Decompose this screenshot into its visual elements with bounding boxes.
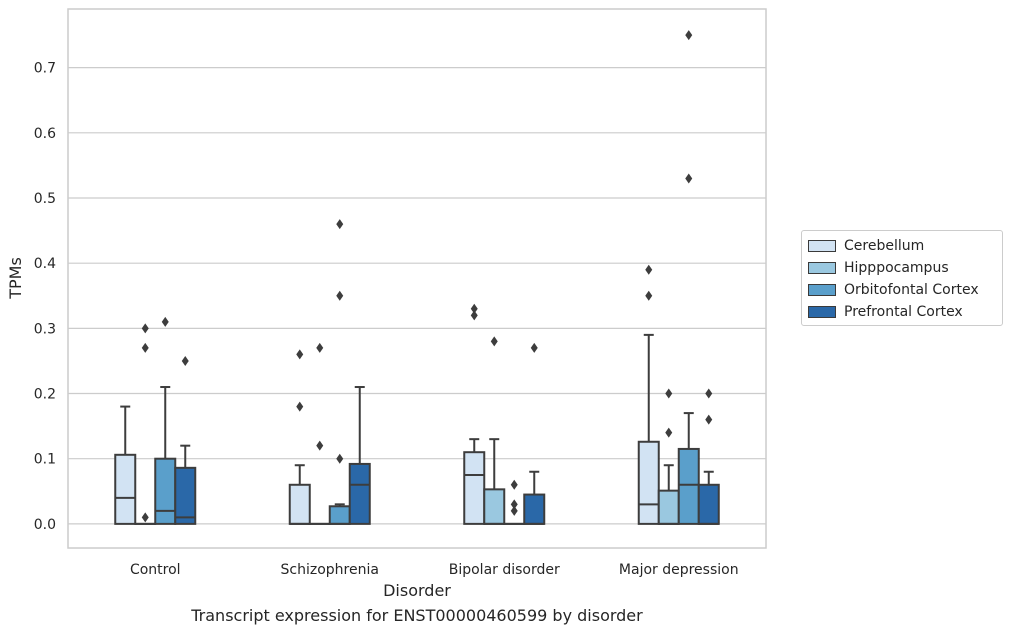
- outlier-point: [141, 342, 149, 353]
- outlier-point: [316, 342, 324, 353]
- box-cerebellum: [288, 349, 311, 525]
- legend-swatch-hippocampus: [808, 262, 836, 274]
- box-iqr: [288, 483, 311, 525]
- outlier-point: [510, 505, 518, 516]
- box-prefrontal-cortex: [348, 386, 371, 525]
- y-tick-label: 0.1: [34, 452, 56, 468]
- y-tick-label: 0.6: [34, 126, 56, 142]
- box-cerebellum: [114, 405, 137, 525]
- box-prefrontal-cortex: [174, 355, 197, 525]
- outlier-point: [181, 355, 189, 366]
- legend-label: Hipppocampus: [844, 260, 949, 276]
- legend-item-prefrontal: Prefrontal Cortex: [808, 301, 1002, 323]
- outlier-point: [336, 290, 344, 301]
- box-iqr: [174, 466, 197, 525]
- y-tick-label: 0.7: [34, 61, 56, 77]
- outlier-point: [705, 414, 713, 425]
- x-tick-labels: Control Schizophrenia Bipolar disorder Majo…: [130, 562, 739, 578]
- legend-item-hippocampus: Hipppocampus: [808, 257, 1002, 279]
- outlier-point: [336, 453, 344, 464]
- box-iqr: [677, 447, 700, 525]
- y-tick-label: 0.0: [34, 517, 56, 533]
- outlier-point: [336, 219, 344, 230]
- outlier-point: [161, 316, 169, 327]
- outlier-point: [141, 512, 149, 523]
- box-iqr: [523, 493, 546, 525]
- box-hipppocampus: [483, 336, 506, 525]
- outlier-point: [141, 323, 149, 334]
- box-series: [114, 30, 720, 525]
- legend-swatch-prefrontal: [808, 306, 836, 318]
- legend-label: Cerebellum: [844, 238, 925, 254]
- box-hipppocampus: [134, 323, 157, 525]
- plot-frame: [67, 8, 767, 549]
- box-iqr: [114, 453, 137, 525]
- grid-lines: [68, 67, 766, 525]
- outlier-point: [510, 479, 518, 490]
- outlier-point: [645, 290, 653, 301]
- y-tick-label: 0.5: [34, 191, 56, 207]
- x-tick-label: Schizophrenia: [281, 562, 379, 578]
- x-tick-label: Major depression: [619, 562, 739, 578]
- y-tick-label: 0.3: [34, 321, 56, 337]
- outlier-point: [510, 499, 518, 510]
- outlier-point: [296, 401, 304, 412]
- outlier-point: [470, 303, 478, 314]
- box-orbitofontal-cortex: [503, 479, 526, 525]
- outlier-point: [316, 440, 324, 451]
- box-orbitofontal-cortex: [154, 316, 177, 525]
- box-iqr: [637, 440, 660, 525]
- outlier-point: [685, 30, 693, 41]
- box-hipppocampus: [657, 388, 680, 525]
- box-iqr: [463, 451, 486, 525]
- y-tick-label: 0.2: [34, 387, 56, 403]
- box-iqr: [697, 483, 720, 525]
- box-iqr: [348, 462, 371, 525]
- y-tick-label: 0.4: [34, 256, 56, 272]
- outlier-point: [665, 388, 673, 399]
- box-hipppocampus: [308, 342, 331, 525]
- box-orbitofontal-cortex: [328, 219, 351, 525]
- box-orbitofontal-cortex: [677, 30, 700, 525]
- outlier-point: [296, 349, 304, 360]
- outlier-point: [685, 173, 693, 184]
- outlier-point: [470, 310, 478, 321]
- figure-caption: Transcript expression for ENST0000046059…: [191, 606, 643, 625]
- outlier-point: [705, 388, 713, 399]
- outlier-point: [645, 264, 653, 275]
- box-prefrontal-cortex: [697, 388, 720, 525]
- box-iqr: [483, 488, 506, 525]
- x-tick-label: Bipolar disorder: [449, 562, 560, 578]
- x-tick-label: Control: [130, 562, 181, 578]
- outlier-point: [490, 336, 498, 347]
- legend-swatch-cerebellum: [808, 240, 836, 252]
- box-cerebellum: [637, 264, 660, 525]
- y-axis-title: TPMs: [6, 257, 25, 300]
- box-cerebellum: [463, 303, 486, 525]
- y-tick-labels: 0.0 0.1 0.2 0.3 0.4 0.5 0.6 0.7: [34, 61, 56, 533]
- box-prefrontal-cortex: [523, 342, 546, 525]
- x-axis-title: Disorder: [383, 581, 451, 600]
- legend-item-orbitofrontal: Orbitofontal Cortex: [808, 279, 1002, 301]
- box-iqr: [657, 489, 680, 525]
- outlier-point: [665, 427, 673, 438]
- box-iqr: [154, 457, 177, 525]
- legend-item-cerebellum: Cerebellum: [808, 235, 1002, 257]
- legend-swatch-orbitofrontal: [808, 284, 836, 296]
- legend: Cerebellum Hipppocampus Orbitofontal Cor…: [801, 230, 1003, 326]
- box-iqr: [328, 505, 351, 525]
- legend-label: Prefrontal Cortex: [844, 304, 963, 320]
- outlier-point: [530, 342, 538, 353]
- legend-label: Orbitofontal Cortex: [844, 282, 979, 298]
